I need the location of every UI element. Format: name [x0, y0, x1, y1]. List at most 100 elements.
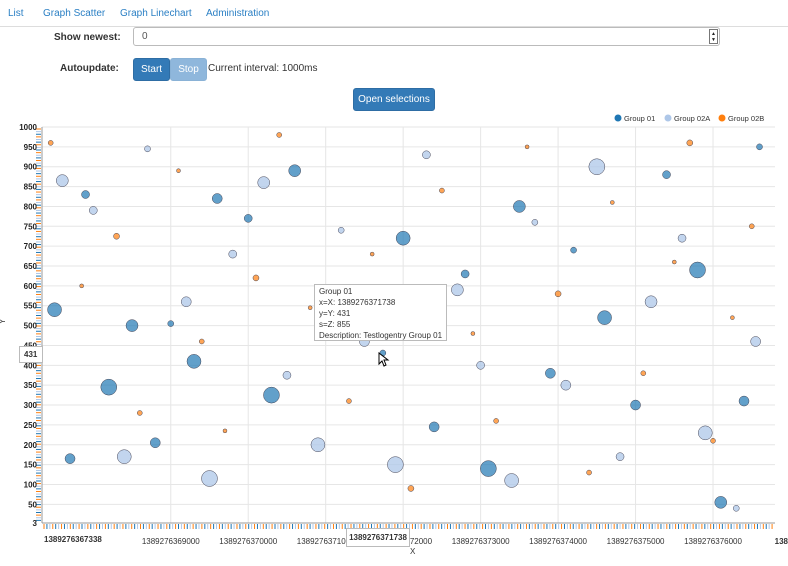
- nav-list[interactable]: List: [8, 8, 24, 19]
- spin-up-icon[interactable]: ▲: [711, 31, 716, 37]
- data-point: [644, 295, 658, 309]
- number-spinner[interactable]: ▲ ▼: [709, 29, 718, 44]
- data-point: [749, 223, 755, 230]
- data-point: [531, 219, 539, 226]
- y-tick-label: 800: [24, 202, 38, 211]
- x-tick-label: 1389276370000: [219, 537, 277, 546]
- tooltip-y: y=Y: 431: [319, 309, 351, 318]
- y-tick-label: 300: [24, 401, 38, 410]
- data-point: [180, 296, 192, 308]
- x-tick-label: 1389276375000: [607, 537, 665, 546]
- data-point: [276, 132, 282, 138]
- data-point: [698, 425, 713, 441]
- x-axis-label: X: [410, 547, 416, 556]
- current-interval-text: Current interval: 1000ms: [208, 63, 318, 74]
- data-point: [117, 449, 132, 464]
- y-tick-label: 650: [24, 262, 38, 271]
- y-tick-label: 700: [24, 242, 38, 251]
- top-navigation: List Graph Scatter Graph Linechart Admin…: [0, 0, 788, 27]
- data-point: [513, 200, 526, 213]
- x-tick-label: 1389276371000: [297, 537, 355, 546]
- y-tick-label: 50: [28, 500, 37, 509]
- data-point: [672, 259, 677, 265]
- x-crosshair-value: 1389276371738: [346, 528, 410, 547]
- data-point: [570, 246, 577, 254]
- data-point: [504, 473, 519, 488]
- legend-swatch: [664, 114, 672, 122]
- nav-graph-linechart[interactable]: Graph Linechart: [120, 8, 192, 19]
- x-tick-label: 1389276374000: [529, 537, 587, 546]
- data-point: [597, 310, 612, 325]
- data-point: [588, 158, 606, 175]
- y-tick-label: 750: [24, 222, 38, 231]
- data-points: [47, 132, 763, 512]
- y-tick-label: 100: [24, 480, 38, 489]
- data-point: [47, 302, 62, 317]
- stop-button[interactable]: Stop: [170, 58, 207, 81]
- scatter-chart[interactable]: 1000 950 900 850 800 750 700 650 600 550 500 450 400…: [0, 108, 788, 566]
- y-tick-label: 250: [24, 421, 38, 430]
- data-point: [79, 283, 84, 289]
- data-point: [222, 428, 228, 434]
- data-point: [480, 460, 497, 477]
- y-tick-label: 550: [24, 302, 38, 311]
- data-point: [310, 437, 326, 453]
- y-crosshair-value: 431: [19, 346, 43, 363]
- data-point: [460, 269, 470, 279]
- data-point: [470, 331, 476, 336]
- chart-legend: Group 01 Group 02A Group 02B: [614, 114, 764, 123]
- data-point: [493, 418, 499, 424]
- y-tick-label: 500: [24, 322, 38, 331]
- y-axis-label: Y: [0, 318, 7, 324]
- data-point: [662, 170, 671, 179]
- data-point: [560, 379, 572, 391]
- tooltip-s: s=Z: 855: [319, 320, 351, 329]
- tooltip-description: Description: Testlogentry Group 01: [319, 331, 443, 340]
- data-point: [407, 485, 415, 492]
- nav-administration[interactable]: Administration: [206, 8, 270, 19]
- start-button[interactable]: Start: [133, 58, 170, 81]
- data-point: [64, 453, 76, 464]
- autoupdate-label: Autoupdate:: [60, 63, 119, 74]
- x-tick-label: 1389276376000: [684, 537, 742, 546]
- show-newest-label: Show newest:: [54, 32, 121, 43]
- y-tick-label: 3: [33, 519, 38, 528]
- data-point: [201, 470, 218, 487]
- show-newest-input[interactable]: [134, 28, 712, 45]
- data-point: [263, 386, 280, 404]
- data-point: [756, 143, 763, 151]
- y-tick-label: 450: [24, 341, 38, 350]
- spin-down-icon[interactable]: ▼: [711, 37, 716, 43]
- mouse-cursor-icon: [378, 352, 390, 367]
- x-tick-label: 138: [775, 537, 788, 546]
- data-point: [714, 496, 728, 509]
- data-point: [282, 370, 292, 380]
- data-point: [451, 283, 464, 297]
- data-point: [81, 190, 90, 199]
- x-tick-label: 1389276367338: [44, 535, 102, 544]
- data-point: [710, 438, 716, 444]
- nav-graph-scatter[interactable]: Graph Scatter: [43, 8, 106, 19]
- data-point: [252, 274, 260, 282]
- data-point: [89, 206, 98, 215]
- data-point: [198, 338, 205, 345]
- data-point: [56, 174, 69, 187]
- legend-label: Group 02B: [728, 114, 764, 123]
- data-point: [677, 233, 687, 243]
- data-point: [307, 305, 313, 310]
- data-point: [586, 469, 592, 476]
- data-point: [476, 361, 485, 370]
- show-newest-field[interactable]: ▲ ▼: [133, 27, 720, 46]
- legend-swatch: [718, 114, 726, 122]
- data-point: [545, 368, 556, 379]
- data-point: [750, 336, 761, 347]
- y-tick-label: 1000: [19, 123, 37, 132]
- data-point: [369, 251, 375, 257]
- y-tick-label: 900: [24, 163, 38, 172]
- open-selections-button[interactable]: Open selections: [353, 88, 435, 111]
- point-tooltip: Group 01 x=X: 1389276371738 y=Y: 431 s=Z…: [314, 284, 447, 341]
- data-point: [524, 144, 530, 150]
- y-tick-label: 350: [24, 381, 38, 390]
- data-point: [243, 214, 253, 223]
- legend-label: Group 01: [624, 114, 655, 123]
